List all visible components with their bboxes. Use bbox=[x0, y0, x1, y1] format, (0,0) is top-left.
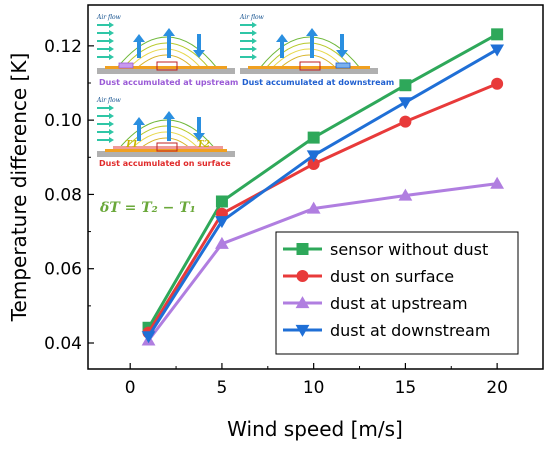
formula: δT = T₂ − T₁ bbox=[99, 200, 196, 216]
x-tick-label: 15 bbox=[395, 378, 417, 398]
data-point bbox=[306, 201, 321, 214]
airflow-arrows-icon bbox=[240, 22, 257, 60]
inset-airflow-label: Air flow bbox=[96, 14, 122, 21]
data-point bbox=[215, 236, 229, 249]
y-tick-label: 0.12 bbox=[44, 37, 82, 57]
t2-label: T2 bbox=[197, 140, 210, 150]
heat-arrows-icon bbox=[276, 28, 348, 58]
ticks: 0 5 10 15 20 0.04 0.06 0.08 0.10 0.12 bbox=[44, 37, 508, 398]
legend-box bbox=[275, 231, 519, 355]
x-axis-label: Wind speed [m/s] bbox=[227, 417, 403, 441]
series-layer bbox=[141, 28, 505, 346]
inset-airflow-label: Air flow bbox=[96, 97, 122, 104]
data-point bbox=[491, 28, 504, 41]
dust-block bbox=[335, 62, 351, 69]
data-point bbox=[490, 176, 505, 189]
legend-item: dust at downstream bbox=[283, 321, 490, 340]
legend-label: sensor without dust bbox=[330, 240, 488, 259]
legend: sensor without dust dust on surface dust a… bbox=[275, 231, 519, 355]
legend-item: dust on surface bbox=[283, 267, 454, 286]
heater-layer bbox=[248, 66, 370, 69]
data-point bbox=[398, 188, 413, 201]
data-point bbox=[491, 77, 504, 90]
inset-surface: Air flow T1 T2 Dust accumulated on surfa… bbox=[96, 97, 235, 168]
legend-label: dust at downstream bbox=[330, 321, 490, 340]
data-point bbox=[398, 97, 413, 110]
legend-item: sensor without dust bbox=[283, 240, 488, 259]
inset-downstream: Air flow Dust accumulated at downstream bbox=[239, 14, 394, 87]
x-tick-label: 5 bbox=[217, 378, 228, 398]
data-point bbox=[215, 216, 229, 229]
plot-frame bbox=[87, 4, 544, 370]
legend-marker bbox=[296, 243, 309, 255]
data-point bbox=[490, 44, 505, 57]
y-tick-label: 0.04 bbox=[44, 334, 82, 354]
t1-label: T1 bbox=[125, 140, 138, 150]
heater-layer bbox=[105, 66, 227, 69]
heat-arrows-icon bbox=[133, 111, 205, 141]
y-tick-label: 0.08 bbox=[44, 185, 82, 205]
series-sensor-without-dust bbox=[142, 28, 504, 334]
x-tick-label: 20 bbox=[486, 378, 508, 398]
y-tick-label: 0.06 bbox=[44, 260, 82, 280]
y-tick-label: 0.10 bbox=[44, 111, 82, 131]
legend-marker bbox=[295, 324, 310, 337]
legend-marker bbox=[295, 296, 310, 309]
x-tick-label: 0 bbox=[125, 378, 136, 398]
inset-caption: Dust accumulated on surface bbox=[99, 159, 231, 168]
series-dust-at-downstream bbox=[141, 44, 505, 344]
sensor-chip bbox=[156, 142, 178, 152]
dust-block bbox=[118, 62, 134, 69]
series-dust-at-upstream bbox=[141, 176, 505, 346]
x-tick-label: 10 bbox=[303, 378, 325, 398]
data-point bbox=[306, 150, 321, 163]
inset-upstream: Air flow Dust accumulated at upstream bbox=[96, 14, 238, 87]
inset-caption: Dust accumulated at downstream bbox=[242, 78, 394, 87]
legend-marker bbox=[296, 270, 309, 282]
y-axis-label: Temperature difference [K] bbox=[7, 53, 31, 323]
substrate bbox=[97, 68, 235, 74]
legend-label: dust at upstream bbox=[330, 294, 468, 313]
data-point bbox=[307, 157, 320, 170]
data-point bbox=[399, 79, 412, 92]
airflow-arrows-icon bbox=[97, 105, 114, 143]
data-point bbox=[141, 331, 156, 344]
inset-airflow-label: Air flow bbox=[239, 14, 265, 21]
legend-item: dust at upstream bbox=[283, 294, 468, 313]
dust-layer bbox=[113, 146, 223, 149]
substrate bbox=[240, 68, 378, 74]
heat-arrows-icon bbox=[133, 28, 205, 58]
airflow-arrows-icon bbox=[97, 22, 114, 60]
inset-caption: Dust accumulated at upstream bbox=[99, 78, 238, 87]
data-point bbox=[215, 195, 228, 208]
sensor-chip bbox=[156, 61, 178, 71]
sensor-chip bbox=[299, 61, 321, 71]
legend-label: dust on surface bbox=[330, 267, 454, 286]
data-point bbox=[399, 115, 412, 128]
data-point bbox=[307, 131, 320, 144]
substrate bbox=[97, 151, 235, 157]
